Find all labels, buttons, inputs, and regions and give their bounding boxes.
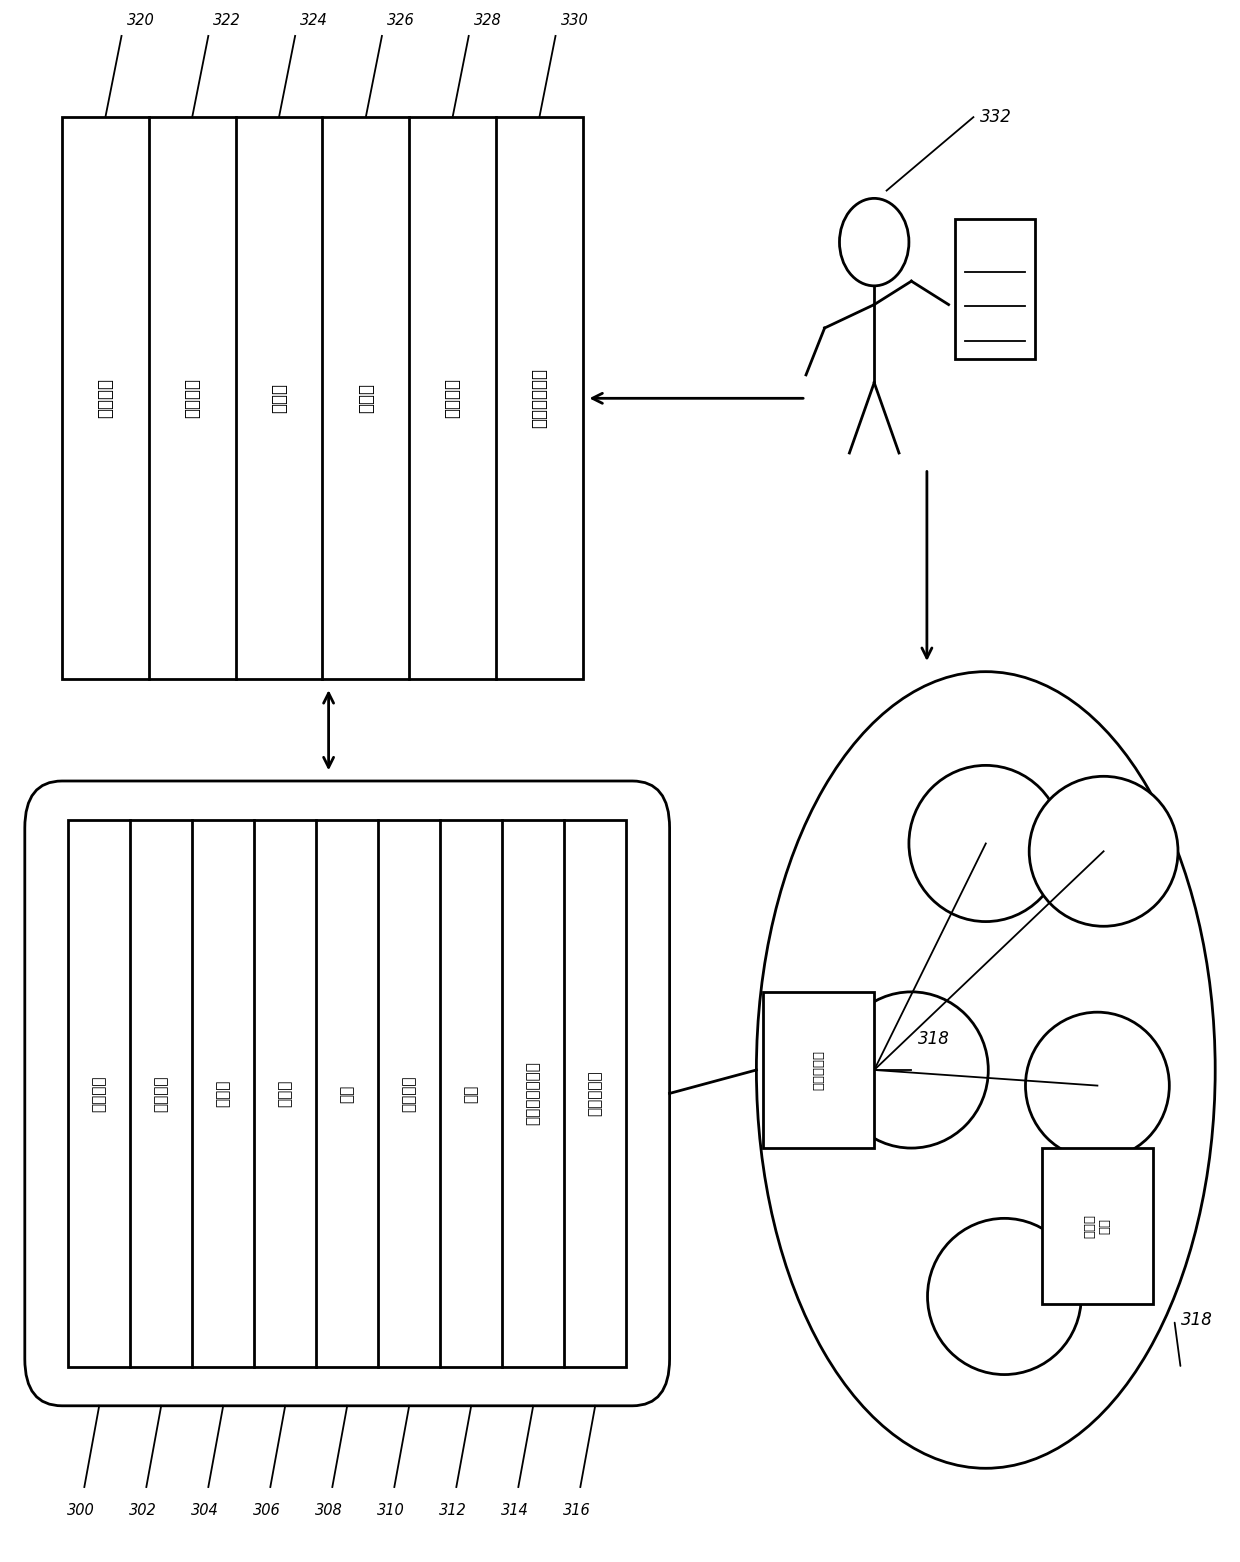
Text: 显示模块: 显示模块	[444, 378, 461, 419]
Ellipse shape	[1029, 776, 1178, 926]
Bar	[62, 117, 583, 679]
Ellipse shape	[928, 1218, 1081, 1375]
Text: 312: 312	[439, 1503, 466, 1518]
Text: 314: 314	[501, 1503, 528, 1518]
Text: 换能器元件: 换能器元件	[812, 1050, 825, 1090]
Text: 用户设备: 用户设备	[97, 378, 114, 419]
Text: 电源: 电源	[464, 1084, 479, 1103]
Text: 图形用户接口: 图形用户接口	[531, 369, 548, 428]
Text: 308: 308	[315, 1503, 342, 1518]
FancyBboxPatch shape	[25, 781, 670, 1406]
Text: 通信通道: 通信通道	[184, 378, 201, 419]
Text: 超声设备: 超声设备	[92, 1075, 107, 1112]
Text: 换能器
元件: 换能器 元件	[1084, 1214, 1111, 1239]
Ellipse shape	[756, 672, 1215, 1468]
Text: 324: 324	[300, 12, 327, 28]
Text: 322: 322	[213, 12, 241, 28]
Text: 306: 306	[253, 1503, 280, 1518]
Text: 326: 326	[387, 12, 414, 28]
Bar	[955, 219, 1035, 359]
Text: 310: 310	[377, 1503, 404, 1518]
Text: 320: 320	[126, 12, 154, 28]
Text: 处理器: 处理器	[216, 1079, 231, 1107]
Text: 处理器: 处理器	[357, 383, 374, 414]
Bar	[68, 820, 626, 1367]
Bar	[1042, 1148, 1153, 1304]
Text: 存储器: 存储器	[278, 1079, 293, 1107]
Ellipse shape	[1025, 1012, 1169, 1159]
Text: 信号质量指示器: 信号质量指示器	[526, 1062, 541, 1125]
Circle shape	[839, 198, 909, 286]
Text: 300: 300	[67, 1503, 94, 1518]
Text: 302: 302	[129, 1503, 156, 1518]
Text: 304: 304	[191, 1503, 218, 1518]
Text: 总线: 总线	[340, 1084, 355, 1103]
Text: 换能器阵列: 换能器阵列	[588, 1070, 603, 1117]
Text: 328: 328	[474, 12, 501, 28]
Text: 318: 318	[918, 1029, 950, 1048]
Text: 加速度计: 加速度计	[402, 1075, 417, 1112]
Text: 318: 318	[1180, 1311, 1213, 1329]
Ellipse shape	[909, 765, 1063, 922]
Bar	[763, 992, 874, 1148]
Text: 332: 332	[980, 108, 1012, 127]
Text: 通信通道: 通信通道	[154, 1075, 169, 1112]
Text: 316: 316	[563, 1503, 590, 1518]
Ellipse shape	[835, 992, 988, 1148]
Text: 330: 330	[560, 12, 588, 28]
Text: 存储器: 存储器	[270, 383, 288, 414]
